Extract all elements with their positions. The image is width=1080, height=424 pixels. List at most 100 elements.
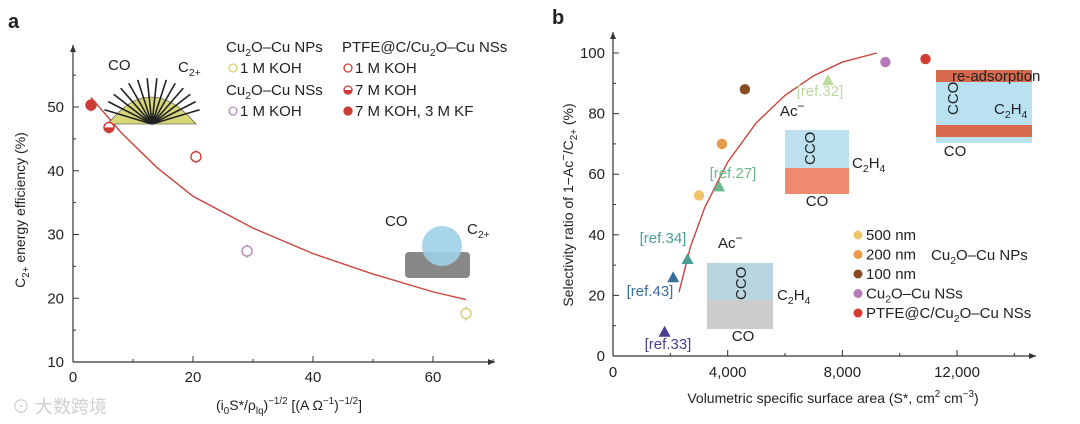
nanosheet: [136, 79, 153, 125]
nanosheet: [113, 93, 153, 125]
y-tick-label: 10: [47, 354, 64, 371]
legend-marker: [853, 230, 863, 240]
inset-label-cco: CCO: [945, 82, 962, 115]
inset-label-co-2: CO: [806, 193, 829, 210]
reference-marker: [681, 253, 694, 265]
y-tick-label: 60: [588, 166, 605, 183]
y-tick-label: 20: [588, 287, 605, 304]
data-point: [716, 138, 728, 150]
y-tick-label: 30: [47, 227, 64, 244]
panel-label-b: b: [552, 7, 564, 29]
data-point-half: [104, 127, 115, 133]
reference-marker: [713, 180, 726, 192]
data-point: [241, 245, 253, 257]
data-point: [460, 307, 472, 320]
nanosheet: [151, 109, 200, 125]
inset-label-co: CO: [732, 328, 755, 345]
inset-thin-lower: [785, 168, 849, 194]
y-axis-arrow: [610, 32, 616, 39]
y-tick-label: 50: [47, 99, 64, 116]
inset-nps-lower: [707, 300, 773, 329]
inset-label-c2h4-3: C2H4​: [994, 101, 1028, 121]
inset-label-co-2: CO: [385, 213, 408, 230]
legend-label: Cu2O–Cu NSs: [866, 286, 963, 306]
legend-label: 7 M KOH: [355, 82, 417, 99]
legend-header-nss: Cu2O–Cu NSs: [226, 82, 323, 102]
x-tick-label: 40: [305, 369, 322, 386]
inset-label-co: CO: [108, 57, 131, 74]
legend-label: 500 nm: [866, 227, 916, 244]
legend-label: 100 nm: [866, 266, 916, 283]
x-tick-label: 12,000: [934, 364, 980, 381]
legend-marker: [853, 308, 863, 318]
x-tick-label: 4,000: [709, 364, 747, 381]
nanosheet: [151, 93, 191, 125]
legend-marker: [228, 63, 238, 73]
data-point: [919, 53, 932, 65]
data-point: [693, 189, 705, 202]
legend-marker-half: [344, 90, 352, 94]
legend-marker: [853, 250, 863, 259]
reference-label: [ref.34]: [640, 230, 687, 247]
nanosheet: [104, 109, 153, 125]
legend-marker: [343, 106, 353, 116]
y-axis-arrow: [70, 45, 76, 52]
inset-label-readsorption: re-adsorption: [952, 68, 1040, 85]
data-point: [739, 83, 751, 96]
y-tick-label: 0: [597, 348, 605, 365]
legend-label: 1 M KOH: [355, 60, 417, 77]
nanosheet: [151, 78, 158, 125]
fit-curve: [90, 96, 467, 301]
inset-label-ac-2: Ac−​: [780, 99, 805, 120]
x-axis-arrow: [488, 359, 495, 365]
legend-label: 7 M KOH, 3 M KF: [355, 103, 473, 120]
inset-label-cco: CCO: [733, 267, 750, 300]
legend-label: 200 nm: [866, 247, 916, 264]
chart-a: 0 20 40 60 10 20 30 40 50 (i0​S*/ρlq​)−1/2​ [(A Ω…: [12, 39, 507, 417]
x-axis-label: (i0​S*/ρlq​)−1/2​ [(A Ω−1​)−1/2​]: [216, 396, 362, 417]
y-tick-label: 80: [588, 106, 605, 123]
inset-label-c2plus: C2+​: [178, 59, 201, 79]
inset-ptfe-bottom: [936, 125, 1032, 137]
legend-header-ptfe: PTFE@C/Cu2O–Cu NSs: [342, 39, 507, 59]
data-point: [879, 56, 892, 68]
reference-label: [ref.27]: [710, 165, 757, 182]
y-tick-label: 40: [588, 227, 605, 244]
nanosheet: [151, 79, 168, 125]
legend-marker: [343, 63, 353, 73]
inset-droplet: [422, 226, 462, 266]
inset-label-c2h4: C2H4​: [777, 287, 811, 307]
legend-marker: [228, 106, 238, 116]
inset-label-c2plus-2: C2+​: [467, 221, 490, 241]
reference-label: [ref.33]: [645, 336, 692, 353]
inset-label-ac: Ac−​: [718, 231, 743, 252]
x-tick-label: 0: [609, 364, 617, 381]
legend-label: 1 M KOH: [240, 60, 302, 77]
nanosheet: [151, 82, 176, 125]
nanosheet: [120, 87, 153, 125]
chart-b: 0 4,000 8,000 12,000 0 20 40 60 80 100 Volumetric …: [558, 32, 1040, 406]
reference-marker: [658, 325, 671, 337]
y-axis-label: C2+​ energy efficiency (%): [12, 132, 32, 288]
x-tick-label: 8,000: [824, 364, 862, 381]
nanosheet: [151, 87, 184, 125]
nanosheet: [146, 78, 153, 125]
x-axis-arrow: [1029, 353, 1036, 359]
legend-label: 1 M KOH: [240, 103, 302, 120]
x-tick-label: 60: [425, 369, 442, 386]
nanosheet: [107, 100, 153, 125]
nanosheet: [128, 82, 153, 125]
x-tick-label: 0: [69, 369, 77, 386]
inset-label-c2h4-2: C2H4​: [852, 155, 886, 175]
y-tick-label: 20: [47, 290, 64, 307]
y-axis-label: Selectivity ratio of 1−Ac−​/C2+​ (%): [558, 103, 580, 306]
reference-label: [ref.43]: [627, 283, 674, 300]
reference-marker: [822, 74, 835, 86]
inset-label-cco: CCO: [802, 132, 819, 165]
nanosheet: [151, 100, 197, 125]
reference-marker: [667, 271, 680, 283]
data-point: [190, 151, 202, 163]
legend-group-label: Cu2O–Cu NPs: [931, 247, 1028, 267]
y-tick-label: 40: [47, 163, 64, 180]
